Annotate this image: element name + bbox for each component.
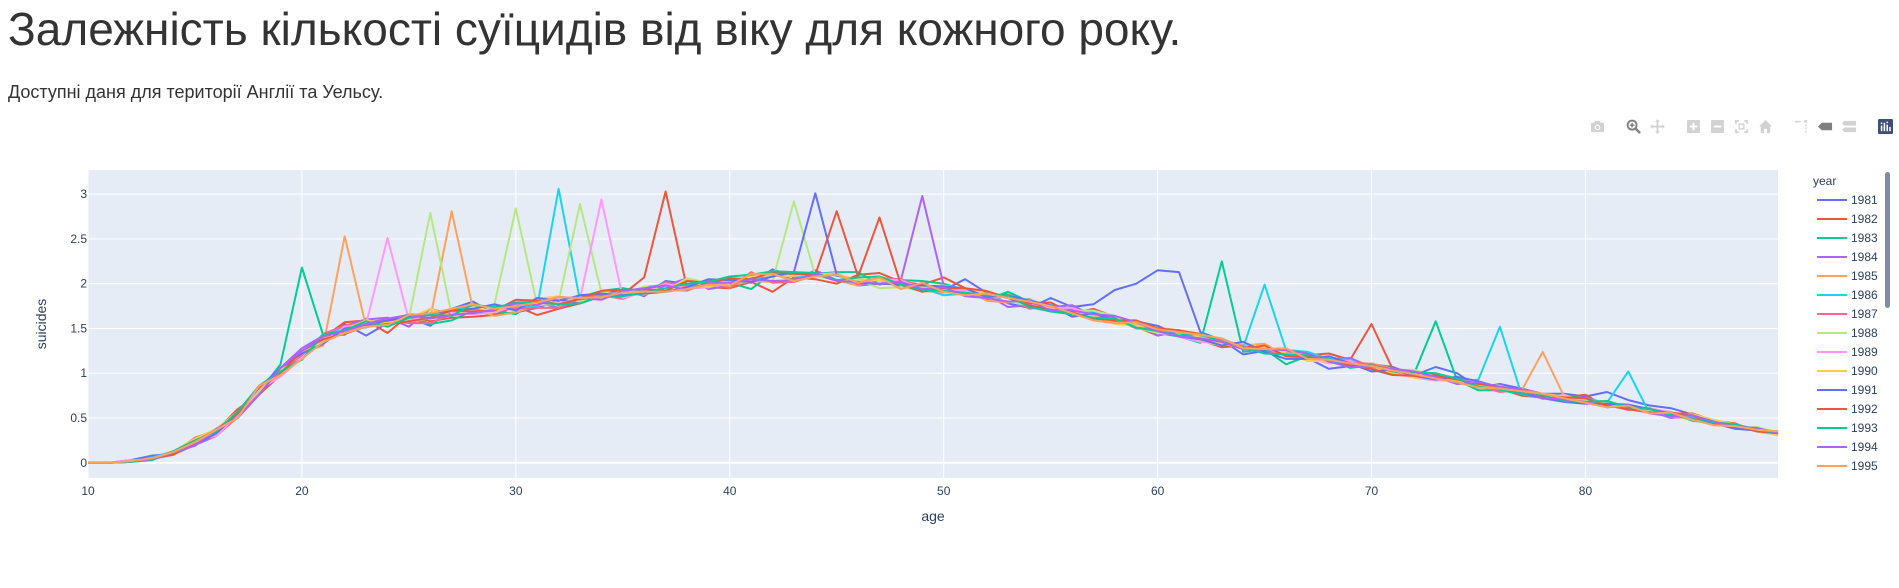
legend-item-label: 1991 <box>1851 383 1878 397</box>
legend-item-label: 1988 <box>1851 326 1878 340</box>
reset-axes-button[interactable] <box>1757 118 1773 134</box>
legend-item[interactable]: 1981 <box>1817 193 1878 207</box>
download-plot-button[interactable] <box>1589 118 1605 134</box>
plotly-logo-link[interactable] <box>1877 118 1893 134</box>
legend-item-label: 1982 <box>1851 212 1878 226</box>
zoom-in-icon <box>1686 119 1700 133</box>
pan-button[interactable] <box>1649 118 1665 134</box>
legend-item[interactable]: 1985 <box>1817 269 1878 283</box>
legend-items: 1981 1982 1983 1984 1985 1986 1987 1988 1989 1990… <box>1817 193 1878 473</box>
legend-item-label: 1986 <box>1851 288 1878 302</box>
x-tick-label: 60 <box>1151 484 1165 498</box>
autoscale-icon <box>1734 119 1748 133</box>
x-tick-label: 70 <box>1365 484 1379 498</box>
legend-item-label: 1985 <box>1851 269 1878 283</box>
y-tick-label: 2.5 <box>70 232 87 246</box>
zoom-out-button[interactable] <box>1709 118 1725 134</box>
hover-closest-icon <box>1817 122 1832 130</box>
legend-item-label: 1993 <box>1851 421 1878 435</box>
legend-item[interactable]: 1993 <box>1817 421 1878 435</box>
y-tick-label: 2 <box>80 277 87 291</box>
x-axis-tick-labels: 10 20 30 40 50 60 70 80 <box>81 484 1592 498</box>
legend-item[interactable]: 1982 <box>1817 212 1878 226</box>
spike-lines-icon <box>1794 119 1807 133</box>
modebar-group-export <box>1581 118 1605 134</box>
hover-compare-button[interactable] <box>1841 118 1857 134</box>
x-tick-label: 50 <box>937 484 951 498</box>
x-tick-label: 30 <box>509 484 523 498</box>
legend-item-label: 1992 <box>1851 402 1878 416</box>
legend-item[interactable]: 1989 <box>1817 345 1878 359</box>
legend-item-label: 1987 <box>1851 307 1878 321</box>
legend-title: year <box>1813 174 1836 188</box>
y-tick-label: 3 <box>80 187 87 201</box>
legend-item[interactable]: 1988 <box>1817 326 1878 340</box>
pan-icon <box>1649 118 1665 134</box>
page-subtitle: Доступні даня для території Англії та Уе… <box>8 82 384 102</box>
legend-item[interactable]: 1992 <box>1817 402 1878 416</box>
x-tick-label: 40 <box>723 484 737 498</box>
y-tick-label: 1 <box>80 366 87 380</box>
zoom-button[interactable] <box>1625 118 1641 134</box>
legend: year 19811982198319841985198619871988198… <box>1813 172 1890 473</box>
legend-scrollbar[interactable] <box>1885 172 1890 308</box>
zoom-icon <box>1626 119 1641 134</box>
legend-item-label: 1989 <box>1851 345 1878 359</box>
page-title: Залежність кількості суїцидів від віку д… <box>8 3 1182 55</box>
x-tick-label: 80 <box>1579 484 1593 498</box>
autoscale-button[interactable] <box>1733 118 1749 134</box>
hover-compare-icon <box>1841 120 1856 132</box>
legend-item-label: 1995 <box>1851 459 1878 473</box>
y-tick-label: 0.5 <box>70 411 87 425</box>
spike-lines-button[interactable] <box>1793 118 1809 134</box>
zoom-in-button[interactable] <box>1685 118 1701 134</box>
modebar-group-zoom <box>1677 118 1773 134</box>
modebar-toolbar <box>1569 117 1893 135</box>
legend-item[interactable]: 1991 <box>1817 383 1878 397</box>
legend-item[interactable]: 1987 <box>1817 307 1878 321</box>
legend-item[interactable]: 1986 <box>1817 288 1878 302</box>
x-tick-label: 10 <box>81 484 95 498</box>
zoom-out-icon <box>1710 119 1724 133</box>
legend-item-label: 1990 <box>1851 364 1878 378</box>
legend-item-label: 1984 <box>1851 250 1878 264</box>
legend-item[interactable]: 1995 <box>1817 459 1878 473</box>
hover-closest-button[interactable] <box>1817 118 1833 134</box>
legend-item[interactable]: 1984 <box>1817 250 1878 264</box>
legend-item[interactable]: 1983 <box>1817 231 1878 245</box>
legend-item[interactable]: 1994 <box>1817 440 1878 454</box>
plotly-logo-icon <box>1877 118 1893 134</box>
modebar-group-logo <box>1869 118 1893 134</box>
series-line-1995[interactable] <box>88 272 1779 464</box>
y-axis-title: suicides <box>33 299 49 350</box>
reset-axes-icon <box>1758 119 1772 133</box>
x-axis-title: age <box>921 508 945 524</box>
legend-item[interactable]: 1990 <box>1817 364 1878 378</box>
y-tick-label: 1.5 <box>70 321 87 335</box>
legend-item-label: 1983 <box>1851 231 1878 245</box>
legend-item-label: 1994 <box>1851 440 1878 454</box>
camera-icon <box>1590 120 1604 132</box>
legend-item-label: 1981 <box>1851 193 1878 207</box>
y-axis-tick-labels: 0 0.5 1 1.5 2 2.5 3 <box>70 187 87 470</box>
series-lines <box>88 187 1779 464</box>
modebar-group-drag <box>1617 118 1665 134</box>
modebar-group-hover <box>1785 118 1857 134</box>
x-tick-label: 20 <box>295 484 309 498</box>
y-tick-label: 0 <box>80 456 87 470</box>
